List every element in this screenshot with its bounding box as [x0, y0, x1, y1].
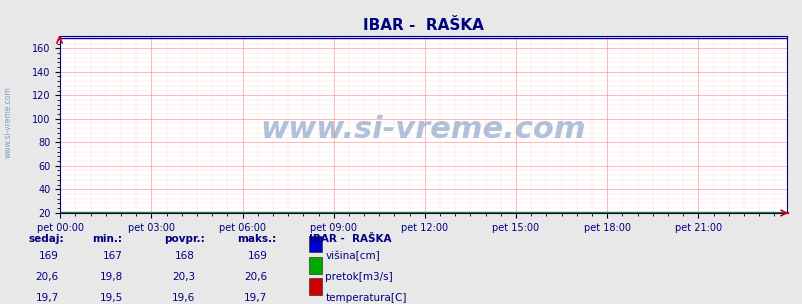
Text: višina[cm]: višina[cm] [325, 251, 379, 261]
Text: sedaj:: sedaj: [28, 234, 63, 244]
Text: 19,6: 19,6 [172, 293, 195, 303]
Text: www.si-vreme.com: www.si-vreme.com [261, 116, 585, 144]
Text: maks.:: maks.: [237, 234, 276, 244]
Text: www.si-vreme.com: www.si-vreme.com [3, 86, 13, 157]
Text: 20,3: 20,3 [172, 272, 195, 282]
Text: 168: 168 [175, 251, 195, 261]
Text: 169: 169 [247, 251, 267, 261]
Text: 19,7: 19,7 [244, 293, 267, 303]
Title: IBAR -  RAŠKA: IBAR - RAŠKA [363, 18, 484, 33]
Text: 20,6: 20,6 [244, 272, 267, 282]
Text: povpr.:: povpr.: [164, 234, 205, 244]
Text: temperatura[C]: temperatura[C] [325, 293, 406, 303]
Text: IBAR -  RAŠKA: IBAR - RAŠKA [309, 234, 391, 244]
Text: 169: 169 [38, 251, 59, 261]
Text: 19,5: 19,5 [99, 293, 123, 303]
Text: pretok[m3/s]: pretok[m3/s] [325, 272, 392, 282]
Text: min.:: min.: [92, 234, 122, 244]
Text: 19,7: 19,7 [35, 293, 59, 303]
Text: 167: 167 [103, 251, 123, 261]
Text: 19,8: 19,8 [99, 272, 123, 282]
Text: 20,6: 20,6 [35, 272, 59, 282]
